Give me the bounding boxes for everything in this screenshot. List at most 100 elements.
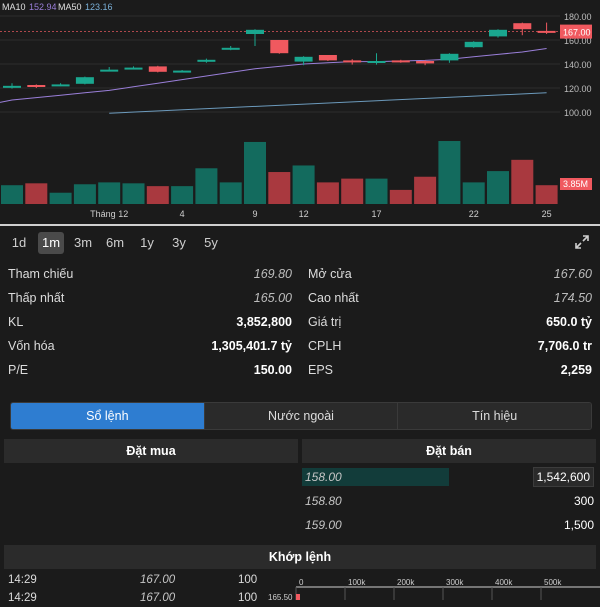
- volume-bar: [365, 178, 388, 204]
- candle-body: [464, 41, 483, 48]
- range-1m[interactable]: 1m: [38, 232, 64, 254]
- stat-value: 2,259: [560, 363, 592, 377]
- ask-row[interactable]: 158.00 1,542,600: [302, 467, 596, 487]
- range-5y[interactable]: 5y: [204, 235, 218, 250]
- stat-cplh: CPLH 7,706.0 tr: [308, 334, 592, 358]
- match-header: Khớp lệnh: [4, 545, 596, 569]
- volume-bar: [146, 186, 169, 204]
- x-tick-label: Tháng 12: [90, 209, 128, 219]
- volume-bar: [414, 176, 437, 204]
- volume-bar: [389, 189, 412, 204]
- range-selector: 1d 1m 3m 6m 1y 3y 5y: [0, 232, 600, 256]
- stat-label: CPLH: [308, 339, 342, 353]
- stat-value: 169.80: [253, 267, 292, 281]
- range-1d[interactable]: 1d: [11, 235, 27, 250]
- stat-label: KL: [8, 315, 24, 329]
- y-tick-label: 140.00: [564, 60, 592, 70]
- stat-label: Cao nhất: [308, 291, 359, 305]
- volume-bar: [341, 178, 364, 204]
- y-tick-label: 120.00: [564, 84, 592, 94]
- buy-header: Đặt mua: [4, 439, 298, 463]
- trade-time: 14:29: [8, 592, 37, 604]
- range-3m[interactable]: 3m: [73, 235, 93, 250]
- range-6m[interactable]: 6m: [105, 235, 125, 250]
- tab-so-lenh[interactable]: Sổ lệnh: [11, 403, 205, 429]
- volume-bar: [487, 171, 509, 204]
- stat-label: Thấp nhất: [8, 291, 65, 305]
- range-1y[interactable]: 1y: [140, 235, 154, 250]
- candle-body: [75, 77, 94, 84]
- tab-nuoc-ngoai[interactable]: Nước ngoài: [204, 403, 399, 429]
- volume-bar: [219, 182, 242, 204]
- range-3y[interactable]: 3y: [172, 235, 186, 250]
- candle-body: [148, 66, 167, 72]
- ask-volume-bar: [302, 468, 449, 486]
- sell-header: Đặt bán: [302, 439, 596, 463]
- stat-pe: P/E 150.00: [8, 358, 292, 382]
- volume-tag-label: 3.85M: [563, 179, 588, 189]
- stat-label: P/E: [8, 363, 29, 377]
- stat-kl: KL 3,852,800: [8, 310, 292, 334]
- stat-eps: EPS 2,259: [308, 358, 592, 382]
- candle-body: [440, 53, 459, 61]
- stat-value: 650.0 tỷ: [546, 315, 592, 329]
- stat-mo-cua: Mở cửa 167.60: [308, 262, 592, 286]
- volume-bar: [25, 183, 48, 204]
- stat-label: EPS: [308, 363, 334, 377]
- trade-row: 14:29 167.00 100: [8, 589, 258, 607]
- stat-gia-tri: Giá trị 650.0 tỷ: [308, 310, 592, 334]
- ma50-legend-name: MA50: [58, 2, 82, 12]
- candle-body: [343, 60, 362, 63]
- candlestick-chart-svg[interactable]: 180.00 160.00 140.00 120.00 100.00 167.00 3.85…: [0, 0, 600, 224]
- stat-value: 3,852,800: [236, 315, 292, 329]
- stat-tham-chieu: Tham chiếu 169.80: [8, 262, 292, 286]
- ask-volume: 1,542,600: [532, 467, 594, 487]
- stat-value: 7,706.0 tr: [537, 339, 592, 353]
- candle-body: [197, 59, 216, 62]
- stat-label: Giá trị: [308, 315, 342, 329]
- stat-label: Mở cửa: [308, 267, 352, 281]
- candle-body: [489, 29, 507, 37]
- tab-tin-hieu[interactable]: Tín hiệu: [398, 403, 591, 429]
- ask-row[interactable]: 159.00 1,500: [302, 515, 596, 535]
- ask-row[interactable]: 158.80 300: [302, 491, 596, 511]
- candle-body: [100, 69, 119, 72]
- trade-row: 14:29 167.00 100: [8, 571, 258, 589]
- profile-bar: [296, 594, 300, 600]
- ma50-legend-value: 123.16: [85, 2, 113, 12]
- candle-body: [221, 47, 240, 50]
- volume-bar: [195, 168, 218, 204]
- volume-profile: 0 100k 200k 300k 400k 500k 165.50: [260, 574, 600, 602]
- profile-price-label: 165.50: [268, 593, 293, 600]
- candle-body: [294, 56, 313, 62]
- stat-value: 167.60: [553, 267, 592, 281]
- volume-bar: [122, 183, 145, 204]
- ma10-line: [0, 48, 547, 103]
- candle-body: [246, 29, 264, 34]
- profile-tick-label: 400k: [495, 578, 513, 587]
- profile-tick-label: 200k: [397, 578, 415, 587]
- volume-bar: [292, 165, 315, 204]
- x-tick-label: 25: [542, 209, 552, 219]
- ask-price: 158.80: [305, 494, 342, 508]
- volume-bar: [316, 182, 339, 204]
- price-tag-bg: [560, 24, 592, 39]
- ma10-legend-value: 152.94: [29, 2, 57, 12]
- x-tick-label: 4: [180, 209, 185, 219]
- y-tick-label: 160.00: [564, 36, 592, 46]
- x-tick-label: 9: [252, 209, 257, 219]
- candle-body: [367, 61, 386, 63]
- expand-icon[interactable]: [574, 234, 590, 250]
- volume-bar: [49, 192, 72, 204]
- stat-cao-nhat: Cao nhất 174.50: [308, 286, 592, 310]
- volume-profile-svg: 0 100k 200k 300k 400k 500k 165.50: [268, 578, 600, 602]
- x-tick-label: 22: [469, 209, 479, 219]
- candle-body: [124, 67, 143, 70]
- price-chart[interactable]: 180.00 160.00 140.00 120.00 100.00 167.00 3.85…: [0, 0, 600, 224]
- ask-price: 158.00: [305, 470, 342, 484]
- stat-value: 150.00: [253, 363, 292, 377]
- ask-volume: 1,500: [563, 518, 594, 532]
- stat-thap-nhat: Thấp nhất 165.00: [8, 286, 292, 310]
- volume-tag-bg: [560, 178, 592, 190]
- y-tick-label: 180.00: [564, 12, 592, 22]
